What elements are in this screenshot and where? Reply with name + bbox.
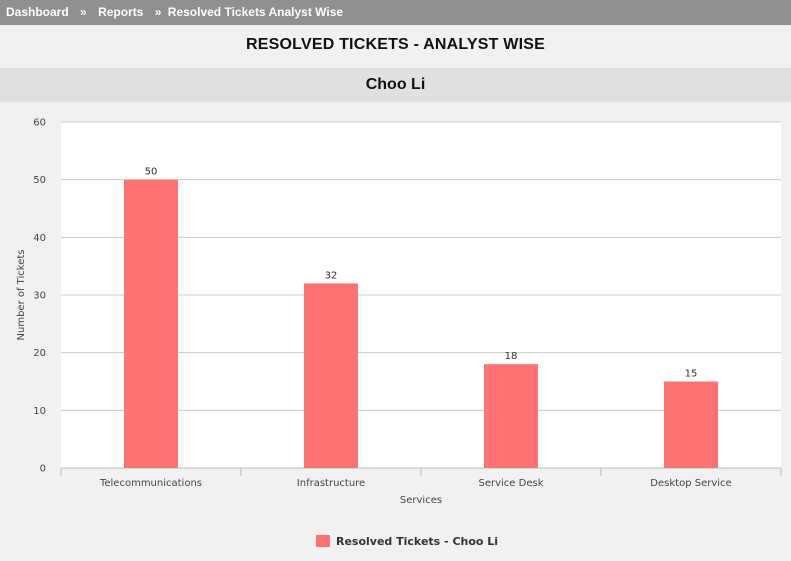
y-axis-title: Number of Tickets xyxy=(16,250,27,341)
x-tick-label: Telecommunications xyxy=(99,478,202,489)
legend-swatch xyxy=(316,535,330,547)
page-title: RESOLVED TICKETS - ANALYST WISE xyxy=(246,36,545,53)
breadcrumb-separator: » xyxy=(154,5,162,19)
bar xyxy=(304,283,358,468)
y-tick-label: 30 xyxy=(33,291,46,302)
x-tick-label: Infrastructure xyxy=(297,478,365,489)
breadcrumb: Dashboard » Reports » Resolved Tickets A… xyxy=(0,0,791,25)
data-label: 18 xyxy=(505,351,518,362)
y-tick-label: 60 xyxy=(33,118,46,129)
y-tick-label: 0 xyxy=(40,464,46,475)
x-tick-label: Desktop Service xyxy=(650,478,731,489)
analyst-name: Choo Li xyxy=(0,68,791,102)
x-axis-title: Services xyxy=(400,495,442,506)
data-label: 32 xyxy=(325,270,338,281)
y-tick-label: 50 xyxy=(33,175,46,186)
y-tick-label: 40 xyxy=(33,233,46,244)
bar xyxy=(664,381,718,468)
chart-legend[interactable]: Resolved Tickets - Choo Li xyxy=(316,535,498,549)
breadcrumb-separator: » xyxy=(80,5,87,19)
data-label: 15 xyxy=(685,369,698,380)
breadcrumb-reports[interactable]: Reports xyxy=(98,5,144,19)
bar-chart: 0 10 20 30 40 50 60 50 Telecommunications 32 Infra… xyxy=(16,118,782,506)
bar xyxy=(124,179,178,468)
legend-label: Resolved Tickets - Choo Li xyxy=(336,535,499,548)
x-tick-label: Service Desk xyxy=(479,478,544,489)
bar xyxy=(484,364,538,468)
breadcrumb-current: Resolved Tickets Analyst Wise xyxy=(167,5,344,19)
data-label: 50 xyxy=(145,167,158,178)
breadcrumb-dashboard[interactable]: Dashboard xyxy=(6,5,69,19)
y-tick-label: 20 xyxy=(33,348,46,359)
y-tick-label: 10 xyxy=(33,406,46,417)
